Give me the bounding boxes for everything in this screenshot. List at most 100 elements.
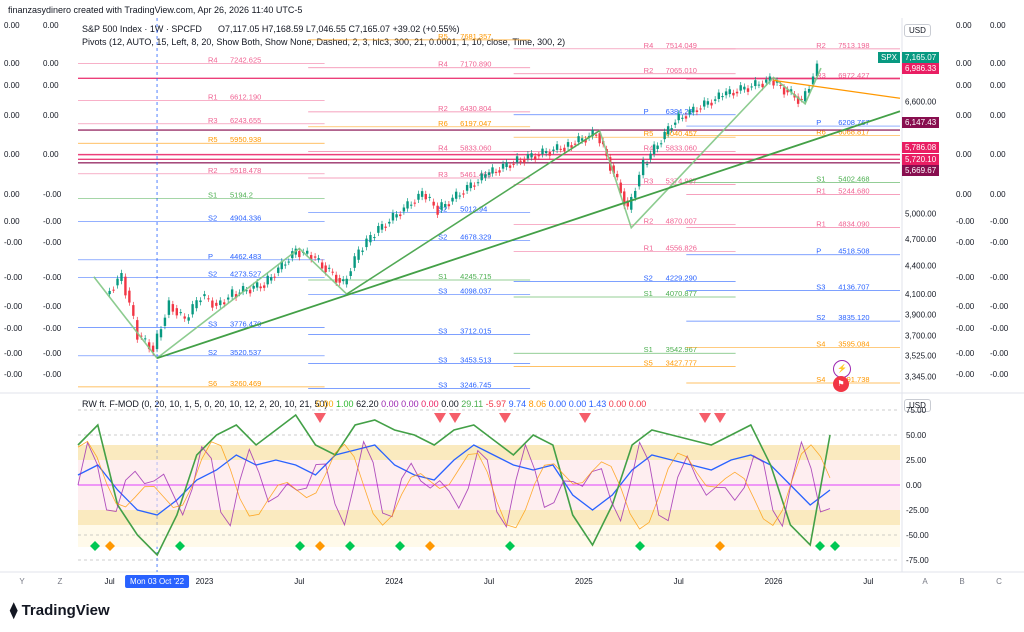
candle-body xyxy=(750,86,753,88)
osc-tick-label: 50.00 xyxy=(906,431,927,440)
pivot-value: 5012.94 xyxy=(460,205,487,214)
candle-body xyxy=(512,163,515,165)
candle-body xyxy=(612,165,615,174)
candle-body xyxy=(789,89,793,92)
candle-body xyxy=(399,214,402,217)
currency-button[interactable]: USD xyxy=(904,24,931,37)
pivot-label: R2 xyxy=(644,216,654,225)
left-axis-label: -0.00 xyxy=(43,324,62,333)
candle-body xyxy=(735,91,739,94)
left-axis-label: 0.00 xyxy=(4,150,20,159)
candle-body xyxy=(807,88,811,93)
candle-body xyxy=(491,167,494,174)
pivot-label: S2 xyxy=(208,269,217,278)
oscillator-title[interactable]: RW ft. F-MOD (0, 20, 10, 1, 5, 0, 20, 10… xyxy=(82,399,328,409)
candle-body xyxy=(591,130,594,137)
pivots-indicator-label[interactable]: Pivots (12, AUTO, 15, Left, 8, 20, Show … xyxy=(82,37,566,47)
time-tick-label: Jul xyxy=(674,577,684,586)
right-axis-label: 0.00 xyxy=(990,190,1006,199)
candle-body xyxy=(786,89,789,93)
pivot-label: R4 xyxy=(208,56,218,65)
candle-body xyxy=(334,274,338,283)
lower-band xyxy=(78,525,900,547)
candle-body xyxy=(108,290,111,295)
pivot-label: P xyxy=(816,247,821,256)
osc-series-line xyxy=(77,444,831,516)
sell-marker-icon xyxy=(699,413,711,423)
candle-body xyxy=(637,174,641,187)
left-axis-label: 0.00 xyxy=(4,59,20,68)
time-tick-label: 2024 xyxy=(385,577,403,586)
currency-button-osc[interactable]: USD xyxy=(904,399,931,412)
pivot-label: S1 xyxy=(644,289,653,298)
left-axis-label: 0.00 xyxy=(43,111,59,120)
pivot-label: S2 xyxy=(208,214,217,223)
candle-body xyxy=(183,316,186,319)
left-axis-label: 0.00 xyxy=(4,111,20,120)
right-axis-label: 0.00 xyxy=(956,59,972,68)
right-axis-label: 0.00 xyxy=(956,111,972,120)
candle-body xyxy=(473,185,476,187)
oscillator-value: 29.11 xyxy=(461,399,486,409)
pivot-value: 4518.508 xyxy=(838,247,869,256)
candle-body xyxy=(552,149,555,151)
sell-marker-icon xyxy=(449,413,461,423)
diamond-marker-icon xyxy=(715,541,725,551)
candle-body xyxy=(800,98,803,100)
osc-tick-label: 25.00 xyxy=(906,456,927,465)
candle-body xyxy=(652,144,656,155)
candle-body xyxy=(395,214,398,218)
pivot-label: S2 xyxy=(208,348,217,357)
candle-body xyxy=(626,200,629,207)
pivot-label: R2 xyxy=(208,166,218,175)
candle-body xyxy=(772,80,775,86)
candle-body xyxy=(487,172,491,176)
candle-body xyxy=(577,136,580,143)
left-axis-label: 0.00 xyxy=(43,59,59,68)
candle-body xyxy=(223,302,226,305)
diamond-marker-icon xyxy=(345,541,355,551)
candle-body xyxy=(298,251,301,258)
candle-body xyxy=(132,305,135,316)
candle-body xyxy=(167,300,171,315)
tradingview-logo[interactable]: ⧫ TradingView xyxy=(10,601,110,619)
candle-body xyxy=(309,255,313,260)
right-axis-label: -0.00 xyxy=(990,238,1009,247)
candle-body xyxy=(219,300,222,306)
candle-body xyxy=(537,155,541,157)
candle-body xyxy=(594,134,598,136)
oscillator-value: 0.00 xyxy=(441,399,462,409)
flag-icon[interactable]: ⚑ xyxy=(833,376,849,392)
candle-body xyxy=(259,286,262,289)
price-tick-label: 3,345.00 xyxy=(905,373,937,382)
candle-body xyxy=(541,148,544,155)
osc-texture-line xyxy=(77,440,831,530)
diamond-marker-icon xyxy=(505,541,515,551)
candle-body xyxy=(179,312,182,314)
right-axis-label: -0.00 xyxy=(990,370,1009,379)
pivot-label: S4 xyxy=(816,339,825,348)
time-cursor-badge xyxy=(125,575,190,588)
candle-body xyxy=(559,148,562,150)
pivot-levels: R5 7681.357 R4 7514.049 R2 7513.198 R4 7242.625… xyxy=(78,32,900,390)
pivot-value: 3427.777 xyxy=(666,359,697,368)
candle-body xyxy=(743,86,746,90)
candle-body xyxy=(673,122,677,125)
time-tick-label: 2026 xyxy=(765,577,783,586)
candle-body xyxy=(598,133,601,144)
pivot-label: S1 xyxy=(644,345,653,354)
pivot-label: S3 xyxy=(438,356,447,365)
right-axis-label: 0.00 xyxy=(956,21,972,30)
time-tick-label: Jul xyxy=(294,577,304,586)
pivot-label: S3 xyxy=(438,286,447,295)
osc-tick-label: -50.00 xyxy=(906,531,929,540)
candle-body xyxy=(573,143,577,145)
price-tick-label: 4,400.00 xyxy=(905,262,937,271)
sell-marker-icon xyxy=(714,413,726,423)
right-axis-label: -0.00 xyxy=(956,349,975,358)
candle-body xyxy=(342,279,345,282)
symbol-title[interactable]: S&P 500 Index · 1W · SPCFD xyxy=(82,24,202,34)
candle-body xyxy=(391,212,395,221)
